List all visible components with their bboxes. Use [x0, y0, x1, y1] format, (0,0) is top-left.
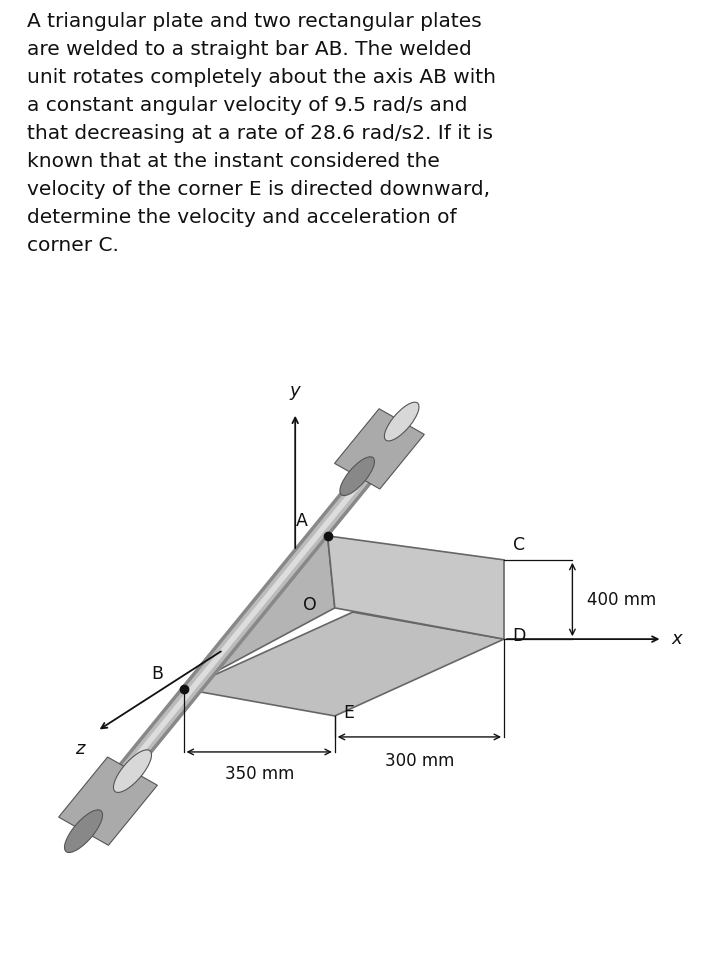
Text: C: C [513, 536, 525, 554]
Text: x: x [671, 630, 682, 649]
Ellipse shape [384, 402, 419, 441]
Ellipse shape [65, 810, 102, 853]
Polygon shape [184, 612, 504, 716]
Polygon shape [184, 536, 335, 689]
Text: 300 mm: 300 mm [384, 752, 454, 770]
Ellipse shape [340, 457, 374, 496]
Ellipse shape [114, 750, 151, 793]
Text: B: B [151, 665, 163, 683]
Text: z: z [75, 740, 84, 758]
Text: y: y [290, 381, 300, 400]
Polygon shape [58, 757, 158, 845]
Text: A: A [296, 512, 307, 529]
Text: A triangular plate and two rectangular plates
are welded to a straight bar AB. T: A triangular plate and two rectangular p… [27, 12, 496, 255]
Text: O: O [303, 596, 317, 614]
Text: D: D [513, 627, 526, 645]
Polygon shape [328, 536, 504, 639]
Text: 400 mm: 400 mm [587, 590, 656, 609]
Text: E: E [343, 704, 354, 722]
Polygon shape [335, 408, 424, 489]
Text: 350 mm: 350 mm [225, 765, 294, 783]
